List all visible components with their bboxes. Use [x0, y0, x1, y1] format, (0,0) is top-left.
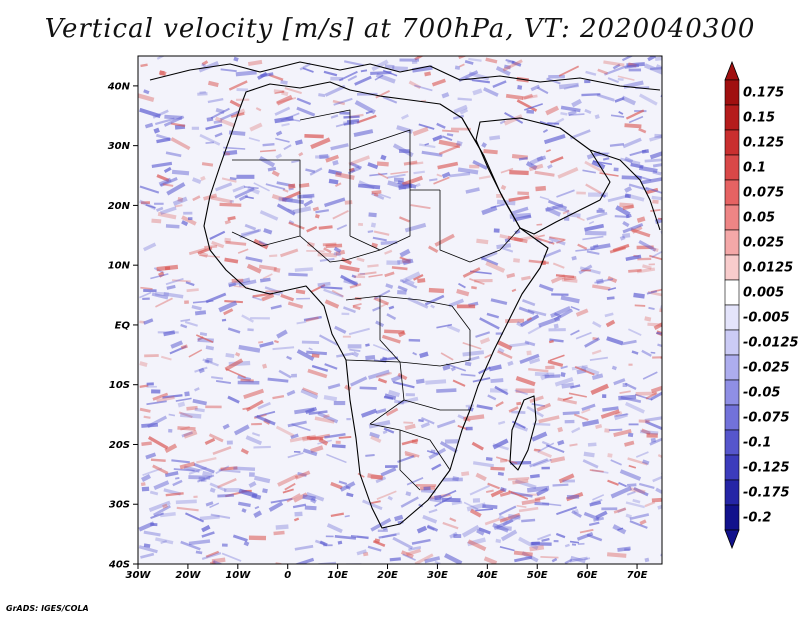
lon-tick-label: 30E [427, 570, 448, 581]
colorbar-swatch [724, 154, 740, 181]
colorbar-label: 0.15 [743, 111, 775, 126]
colorbar-swatch [724, 404, 740, 431]
madagascar-coastline [509, 395, 537, 471]
longitude-axis: 30W 20W 10W 0 10E 20E 30E 40E 50E 60E 70E [126, 564, 648, 581]
colorbar-label: 0.0125 [743, 261, 793, 276]
lat-tick-label: 30N [108, 141, 131, 152]
lat-tick-label: 10S [109, 380, 130, 391]
colorbar-label: -0.05 [743, 386, 780, 401]
colorbar-swatch [724, 79, 740, 106]
latitude-axis: 40N 30N 20N 10N EQ 10S 20S 30S 40S [107, 81, 138, 571]
lon-tick-label: 50E [527, 570, 548, 581]
lat-tick-label: 40S [108, 560, 130, 571]
europe-coastline [149, 61, 661, 91]
map-title: Vertical velocity [m/s] at 700hPa, VT: 2… [44, 14, 756, 44]
colorbar-swatch [724, 304, 740, 331]
colorbar-swatch [724, 129, 740, 156]
colorbar-swatch [724, 229, 740, 256]
coastlines [149, 61, 661, 529]
lon-tick-label: 40E [476, 570, 498, 581]
colorbar-swatch [724, 354, 740, 381]
colorbar-swatch [724, 479, 740, 506]
colorbar-label: 0.075 [743, 186, 784, 201]
colorbar-swatch [724, 279, 740, 306]
colorbar-label: -0.075 [743, 411, 790, 426]
arabia-coastline [475, 117, 611, 235]
lat-tick-label: 30S [109, 500, 130, 511]
lat-tick-label: EQ [115, 320, 131, 331]
colorbar-label: 0.1 [743, 161, 766, 176]
colorbar-label: -0.0125 [743, 336, 799, 351]
lon-tick-label: 30W [126, 570, 152, 581]
colorbar-top-arrow [724, 60, 740, 81]
lat-tick-label: 40N [107, 81, 131, 92]
colorbar-label: 0.025 [743, 236, 784, 251]
colorbar-label: -0.175 [743, 486, 790, 501]
lat-tick-label: 10N [108, 261, 131, 272]
colorbar-swatch [724, 204, 740, 231]
colorbar-label: -0.2 [743, 511, 771, 526]
colorbar-swatch [724, 504, 740, 531]
colorbar-label: 0.005 [743, 286, 784, 301]
colorbar-label: 0.05 [743, 211, 775, 226]
lon-tick-label: 20E [377, 570, 398, 581]
iran-india-coastline [589, 149, 661, 231]
colorbar-label: 0.125 [743, 136, 784, 151]
colorbar-swatch [724, 454, 740, 481]
colorbar: 0.175 0.15 0.125 0.1 0.075 0.05 0.025 0.0125 0.0… [724, 60, 799, 550]
colorbar-label: -0.025 [743, 361, 790, 376]
lon-tick-label: 20W [175, 570, 201, 581]
map-frame [137, 55, 663, 565]
lat-tick-label: 20N [108, 201, 131, 212]
colorbar-bottom-arrow [724, 529, 740, 550]
colorbar-swatch [724, 429, 740, 456]
country-borders [231, 109, 521, 491]
colorbar-swatch [724, 329, 740, 356]
colorbar-swatch [724, 104, 740, 131]
lon-tick-label: 10E [327, 570, 348, 581]
colorbar-label: -0.005 [743, 311, 790, 326]
velocity-field [138, 56, 662, 564]
colorbar-label: 0.175 [743, 86, 784, 101]
colorbar-swatch [724, 254, 740, 281]
colorbar-label: -0.125 [743, 461, 790, 476]
lon-tick-label: 60E [577, 570, 598, 581]
lat-tick-label: 20S [109, 440, 130, 451]
colorbar-label: -0.1 [743, 436, 771, 451]
lon-tick-label: 10W [225, 570, 251, 581]
colorbar-swatch [724, 179, 740, 206]
colorbar-swatch [724, 379, 740, 406]
credit-text: GrADS: IGES/COLA [6, 604, 89, 613]
lon-tick-label: 70E [627, 570, 648, 581]
lon-tick-label: 0 [284, 570, 291, 581]
